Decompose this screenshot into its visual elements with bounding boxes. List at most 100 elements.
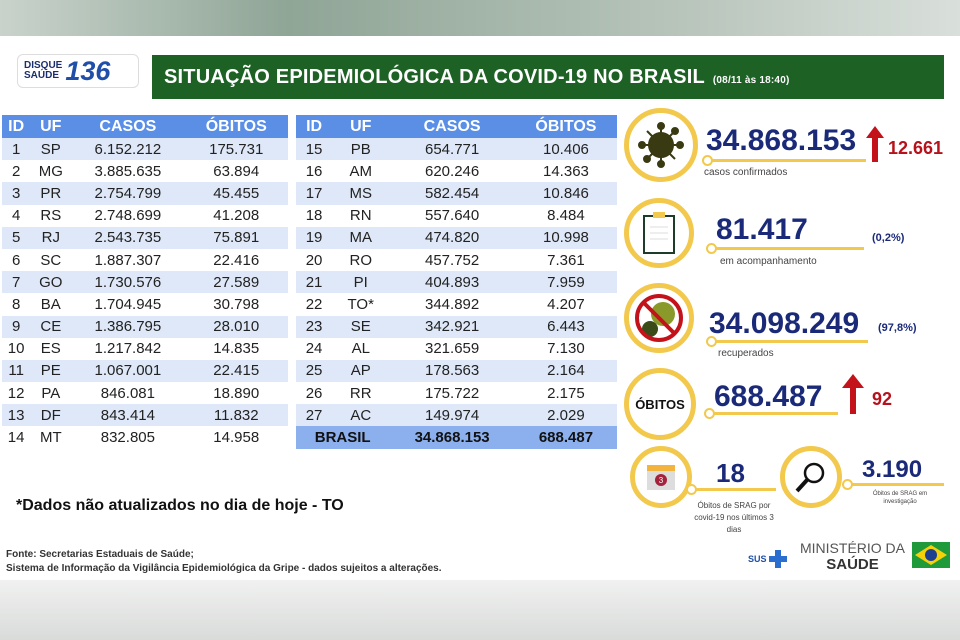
table-cell: RR: [349, 384, 372, 402]
divider-line: [706, 243, 864, 254]
table-cell: 7.130: [547, 340, 585, 358]
table-cell: 14: [7, 429, 25, 447]
table-cell: 582.454: [389, 182, 515, 205]
magnifier-icon: [780, 446, 842, 508]
table-cell: SP: [30, 138, 72, 161]
table-cell: 27.589: [184, 271, 288, 294]
table-cell: 474.820: [389, 226, 515, 249]
page-title: SITUAÇÃO EPIDEMIOLÓGICA DA COVID-19 NO B…: [152, 55, 944, 99]
source-text: Fonte: Secretarias Estaduais de Saúde; Si…: [6, 548, 442, 576]
table-cell: 2.748.699: [94, 207, 162, 225]
column-header: CASOS: [389, 115, 515, 138]
column-header: ID: [296, 115, 333, 138]
table-cell: RS: [40, 207, 62, 225]
source-line: Sistema de Informação da Vigilância Epid…: [6, 563, 442, 574]
table-cell: 1.386.795: [71, 315, 185, 338]
table-row: 25 AP 178.563 2.164: [296, 359, 617, 383]
table-cell: 654.771: [389, 138, 515, 161]
logo-text-top: DISQUE: [24, 60, 63, 71]
ministry-logo: MINISTÉRIO DA SAÚDE: [800, 540, 905, 573]
divider-line: [686, 484, 776, 495]
monitoring-label: em acompanhamento: [720, 256, 817, 267]
table-cell: SC: [40, 251, 62, 269]
divider-line: [704, 408, 838, 419]
states-table-right: ID UF CASOS ÓBITOS 15 PB 654.771 10.406 16 AM 620.…: [296, 115, 617, 449]
table-cell: RN: [349, 207, 372, 225]
table-row: 13 DF 843.414 11.832: [2, 404, 288, 427]
table-cell: 1.887.307: [94, 251, 162, 269]
table-cell: 30.798: [213, 295, 260, 313]
table-row: 8 BA 1.704.945 30.798: [2, 293, 288, 315]
table-row: 22 TO* 344.892 4.207: [296, 293, 617, 315]
table-cell: 342.921: [389, 315, 515, 338]
table-cell: 13: [2, 404, 31, 427]
table-cell: GO: [30, 271, 72, 294]
table-cell: 2.543.735: [71, 226, 185, 249]
table-cell: PB: [332, 138, 390, 161]
table-cell: MT: [39, 429, 62, 447]
table-cell: ES: [40, 340, 61, 358]
investigation-label: Óbitos de SRAG em investigação: [872, 491, 928, 505]
table-cell: 22.416: [213, 251, 260, 269]
table-row: 15 PB 654.771 10.406: [296, 138, 617, 161]
table-cell: 9: [2, 315, 31, 338]
column-header: ÓBITOS: [514, 115, 617, 138]
table-row: 19 MA 474.820 10.998: [296, 226, 617, 249]
table-cell: 20: [305, 251, 323, 269]
table-row: 1 SP 6.152.212 175.731: [2, 138, 288, 161]
table-cell: 45.455: [184, 182, 288, 205]
background-top: [0, 0, 960, 36]
monitoring-pct: (0,2%): [872, 232, 905, 244]
table-cell: RJ: [30, 226, 72, 249]
table-row: 21 PI 404.893 7.959: [296, 271, 617, 294]
table-cell: 7.361: [547, 251, 585, 269]
table-cell: 178.563: [389, 359, 515, 383]
table-row: 18 RN 557.640 8.484: [296, 205, 617, 227]
table-cell: 11: [2, 359, 31, 383]
table-cell: 19: [296, 226, 333, 249]
arrow-up-icon: [866, 126, 884, 162]
table-row: 26 RR 175.722 2.175: [296, 382, 617, 404]
logo-number: 136: [65, 55, 111, 86]
table-cell: PR: [30, 182, 72, 205]
table-cell: 457.752: [425, 251, 480, 269]
table-cell: 1.704.945: [94, 295, 162, 313]
table-row: 6 SC 1.887.307 22.416: [2, 249, 288, 271]
table-row: 5 RJ 2.543.735 75.891: [2, 226, 288, 249]
source-line: Fonte: Secretarias Estaduais de Saúde;: [6, 549, 194, 560]
deaths-increase: 92: [872, 389, 893, 409]
table-cell: 843.414: [71, 404, 185, 427]
table-row: 20 RO 457.752 7.361: [296, 249, 617, 271]
table-cell: 7: [2, 271, 31, 294]
table-row: 12 PA 846.081 18.890: [2, 382, 288, 404]
table-cell: 23: [296, 315, 333, 338]
table-cell: 1: [2, 138, 31, 161]
deaths-badge: ÓBITOS: [624, 368, 696, 440]
table-cell: 22: [305, 295, 323, 313]
ministry-text: MINISTÉRIO DA: [800, 540, 906, 556]
table-cell: MA: [332, 226, 390, 249]
table-cell: 6: [11, 251, 21, 269]
total-obitos: 688.487: [514, 426, 617, 449]
table-cell: 620.246: [425, 162, 480, 180]
total-label: BRASIL: [296, 426, 390, 449]
brazil-flag-icon: [912, 542, 950, 568]
table-cell: 8: [11, 295, 21, 313]
table-cell: 75.891: [184, 226, 288, 249]
table-cell: 25: [296, 359, 333, 383]
table-cell: 5: [2, 226, 31, 249]
table-row: 10 ES 1.217.842 14.835: [2, 338, 288, 360]
arrow-up-icon: [842, 374, 864, 414]
table-row: 2 MG 3.885.635 63.894: [2, 160, 288, 182]
table-row: 17 MS 582.454 10.846: [296, 182, 617, 205]
cross-icon: [768, 550, 787, 568]
sus-logo: SUS: [748, 550, 787, 568]
table-cell: SE: [332, 315, 390, 338]
divider-line: [842, 479, 944, 490]
table-cell: 1.067.001: [71, 359, 185, 383]
table-cell: 27: [296, 404, 333, 427]
table-cell: 17: [296, 182, 333, 205]
ministry-text-bold: SAÚDE: [826, 556, 879, 573]
total-row: BRASIL 34.868.153 688.487: [296, 426, 617, 449]
table-cell: AC: [332, 404, 390, 427]
